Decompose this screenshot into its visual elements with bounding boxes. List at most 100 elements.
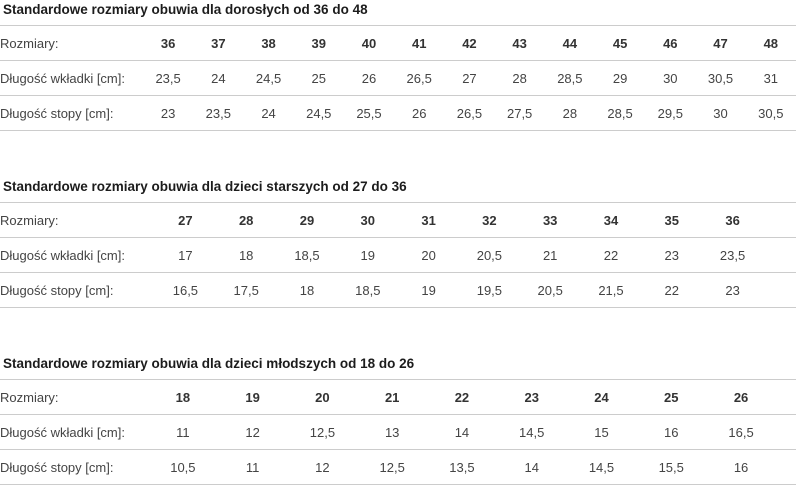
size-cell: 25 (664, 389, 679, 405)
table-row-sizes: Rozmiary: 36 37 38 39 40 41 42 43 44 45 46 47 48 (0, 26, 796, 61)
insole-length-cell: 28 (512, 70, 527, 86)
insole-length-cell: 24,5 (255, 70, 282, 86)
foot-length-cell: 23 (160, 105, 176, 121)
insole-length-cell: 11 (176, 424, 190, 440)
size-cell: 22 (454, 389, 470, 405)
foot-length-cell: 21,5 (598, 282, 624, 298)
insole-length-cell: 13 (384, 424, 400, 440)
size-cell: 36 (160, 35, 176, 51)
size-cell: 48 (763, 35, 779, 51)
size-cell: 18 (175, 389, 191, 405)
row-label-cell: Rozmiary: (0, 212, 59, 228)
table-title: Standardowe rozmiary obuwia dla dzieci m… (3, 356, 415, 371)
table-row-sizes: Rozmiary: 18 19 20 21 22 23 24 25 26 (0, 380, 796, 415)
foot-length-cell: 14 (524, 459, 539, 475)
size-cell: 45 (612, 35, 628, 51)
foot-length-cell: 16 (733, 459, 749, 475)
foot-length-cell: 10,5 (170, 459, 196, 475)
table-row-sizes: Rozmiary: 27 28 29 30 31 32 33 34 35 36 (0, 203, 796, 238)
foot-length-cell: 23,5 (205, 105, 231, 121)
insole-length-cell: 18 (238, 247, 254, 263)
filler-cell (776, 450, 796, 485)
size-cell: 19 (245, 389, 260, 405)
table-row-insole-length: Długość wkładki [cm]: 11 12 12,5 13 14 14,5 15 1… (0, 415, 796, 450)
insole-length-cell: 30,5 (707, 70, 734, 86)
insole-length-cell: 31 (763, 70, 779, 86)
insole-length-cell: 20 (421, 247, 436, 263)
insole-length-cell: 21 (542, 247, 558, 263)
size-cell: 35 (664, 212, 679, 228)
foot-length-cell: 18 (299, 282, 315, 298)
insole-length-cell: 12 (245, 424, 260, 440)
foot-length-cell: 13,5 (449, 459, 475, 475)
foot-length-cell: 27,5 (506, 105, 533, 121)
insole-length-cell: 23,5 (155, 70, 181, 86)
size-table: Rozmiary: 18 19 20 21 22 23 24 25 26 Długość wkład… (0, 379, 796, 485)
insole-length-cell: 18,5 (294, 247, 320, 263)
insole-length-cell: 16 (664, 424, 679, 440)
foot-length-cell: 16,5 (172, 282, 199, 298)
insole-length-cell: 22 (603, 247, 619, 263)
table-row-foot-length: Długość stopy [cm]: 10,5 11 12 12,5 13,5 14 14,… (0, 450, 796, 485)
foot-length-cell: 25,5 (356, 105, 382, 121)
size-cell: 21 (384, 389, 400, 405)
insole-length-cell: 23 (664, 247, 679, 263)
filler-cell (763, 203, 796, 238)
size-cell: 20 (315, 389, 330, 405)
size-table-section: Standardowe rozmiary obuwia dla dzieci s… (0, 179, 796, 308)
size-table: Rozmiary: 36 37 38 39 40 41 42 43 44 45 46 47 48 Długo… (0, 25, 796, 131)
size-cell: 39 (311, 35, 326, 51)
table-row-insole-length: Długość wkładki [cm]: 17 18 18,5 19 20 20,5 21 2… (0, 238, 796, 273)
row-label-cell: Długość wkładki [cm]: (0, 247, 125, 263)
foot-length-cell: 15,5 (658, 459, 684, 475)
foot-length-cell: 28,5 (607, 105, 633, 121)
size-cell: 42 (462, 35, 477, 51)
foot-length-cell: 30 (713, 105, 728, 121)
size-cell: 40 (361, 35, 377, 51)
insole-length-cell: 14 (454, 424, 470, 440)
insole-length-cell: 26,5 (406, 70, 432, 86)
size-cell: 36 (725, 212, 740, 228)
table-title: Standardowe rozmiary obuwia dla dorosłyc… (3, 2, 368, 17)
foot-length-cell: 29,5 (657, 105, 683, 121)
foot-length-cell: 19 (421, 282, 436, 298)
size-table-section: Standardowe rozmiary obuwia dla dorosłyc… (0, 2, 796, 131)
size-cell: 38 (261, 35, 276, 51)
table-title: Standardowe rozmiary obuwia dla dzieci s… (3, 179, 407, 194)
foot-length-cell: 20,5 (537, 282, 563, 298)
foot-length-cell: 28 (562, 105, 578, 121)
table-row-foot-length: Długość stopy [cm]: 23 23,5 24 24,5 25,5 26 26,… (0, 96, 796, 131)
row-label-cell: Rozmiary: (0, 35, 59, 51)
size-table-section: Standardowe rozmiary obuwia dla dzieci m… (0, 356, 796, 485)
foot-length-cell: 12 (315, 459, 330, 475)
insole-length-cell: 15 (594, 424, 609, 440)
row-label-cell: Rozmiary: (0, 389, 59, 405)
insole-length-cell: 24 (211, 70, 226, 86)
size-cell: 44 (562, 35, 578, 51)
size-table: Rozmiary: 27 28 29 30 31 32 33 34 35 36 Długość wkł… (0, 202, 796, 308)
size-cell: 23 (524, 389, 539, 405)
foot-length-cell: 23 (725, 282, 740, 298)
foot-length-cell: 26,5 (456, 105, 483, 121)
table-row-foot-length: Długość stopy [cm]: 16,5 17,5 18 18,5 19 19,5 2… (0, 273, 796, 308)
size-cell: 30 (360, 212, 376, 228)
insole-length-cell: 17 (178, 247, 193, 263)
foot-length-cell: 18,5 (355, 282, 381, 298)
size-cell: 34 (603, 212, 619, 228)
foot-length-cell: 14,5 (588, 459, 615, 475)
row-label-cell: Długość wkładki [cm]: (0, 70, 125, 86)
foot-length-cell: 19,5 (476, 282, 503, 298)
size-cell: 43 (512, 35, 527, 51)
insole-length-cell: 25 (311, 70, 326, 86)
insole-length-cell: 27 (462, 70, 477, 86)
insole-length-cell: 29 (612, 70, 628, 86)
row-label-cell: Długość stopy [cm]: (0, 459, 114, 475)
size-cell: 37 (211, 35, 226, 51)
row-label-cell: Długość wkładki [cm]: (0, 424, 125, 440)
foot-length-cell: 12,5 (379, 459, 405, 475)
filler-cell (776, 415, 796, 450)
size-cell: 24 (594, 389, 609, 405)
size-cell: 29 (299, 212, 315, 228)
row-label-cell: Długość stopy [cm]: (0, 105, 114, 121)
size-cell: 47 (713, 35, 728, 51)
